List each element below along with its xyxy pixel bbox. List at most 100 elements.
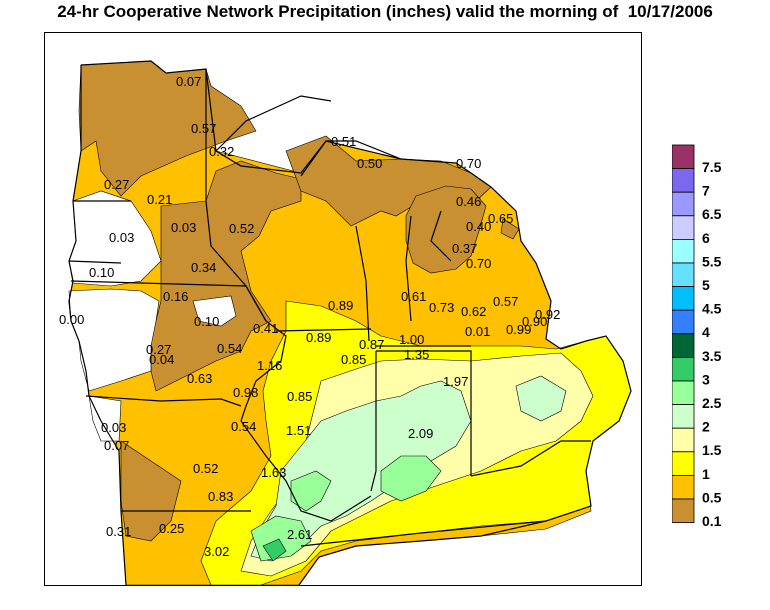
legend-swatch [672, 427, 695, 453]
legend-swatch [672, 498, 695, 524]
station-value: 3.02 [204, 544, 229, 559]
map-title: 24-hr Cooperative Network Precipitation … [57, 2, 713, 21]
station-value: 0.10 [194, 314, 219, 329]
station-value: 0.32 [209, 144, 234, 159]
station-value: 0.62 [461, 304, 486, 319]
legend-swatch [672, 144, 695, 170]
station-value: 0.10 [89, 265, 114, 280]
station-value: 0.61 [401, 289, 426, 304]
station-value: 0.65 [488, 211, 513, 226]
legend-swatch [672, 239, 695, 264]
border-sd-ne [68, 260, 122, 264]
legend-label: 7.5 [702, 159, 722, 175]
station-value: 0.16 [163, 289, 188, 304]
legend-swatch [672, 191, 695, 217]
legend-label: 4.5 [702, 301, 722, 317]
legend-label: 5.5 [702, 253, 722, 269]
station-value: 0.70 [456, 156, 481, 171]
legend-label: 5 [702, 277, 710, 293]
station-value: 0.89 [306, 330, 331, 345]
station-value: 0.57 [493, 294, 518, 309]
legend-label: 0.1 [702, 513, 722, 529]
region-2.0-2.5-east [515, 375, 567, 422]
station-value: 0.89 [328, 298, 353, 313]
station-value: 0.50 [357, 156, 382, 171]
legend-label: 6.5 [702, 206, 722, 222]
border-il-in [370, 351, 377, 492]
legend-swatch [672, 451, 695, 476]
station-values: 0.07 0.57 0.32 0.27 0.21 0.03 0.03 0.52 0.34 0.10… [59, 74, 560, 559]
border-ia-mo [85, 395, 242, 407]
station-value: 1.97 [443, 374, 468, 389]
region-dry-small [192, 295, 237, 327]
legend-label: 0.5 [702, 489, 722, 505]
station-value: 0.85 [287, 389, 312, 404]
station-value: 0.98 [233, 385, 258, 400]
station-value: 0.03 [171, 220, 196, 235]
border-lake-huron [430, 210, 452, 262]
border-mo-ky [240, 420, 372, 522]
border-lake-superior [215, 95, 332, 152]
region-3.0-3.5 [262, 538, 287, 562]
legend-swatch [672, 262, 695, 288]
station-value: 0.21 [147, 192, 172, 207]
station-value: 0.01 [465, 324, 490, 339]
station-value: 0.40 [466, 219, 491, 234]
station-value: 0.52 [229, 221, 254, 236]
region-2.5-3.0 [290, 470, 332, 512]
border-mn-ia [70, 280, 247, 287]
legend-swatch [672, 309, 695, 335]
legend-label: 2 [702, 419, 710, 435]
legend-swatch [672, 404, 695, 429]
legend-swatch [672, 168, 695, 193]
legend-label: 1 [702, 466, 710, 482]
station-value: 0.27 [104, 177, 129, 192]
station-value: 0.03 [109, 230, 134, 245]
station-value: 1.35 [404, 347, 429, 362]
legend-label: 3 [702, 371, 710, 387]
station-value: 0.25 [159, 521, 184, 536]
legend-label: 3.5 [702, 348, 722, 364]
station-value: 0.37 [452, 241, 477, 256]
station-value: 1.51 [286, 423, 311, 438]
station-value: 2.09 [408, 426, 433, 441]
station-value: 0.07 [176, 74, 201, 89]
legend-swatch [672, 286, 695, 311]
border-wi-il [275, 328, 372, 332]
legend-label: 2.5 [702, 395, 722, 411]
legend-label: 4 [702, 324, 710, 340]
station-value: 0.63 [187, 371, 212, 386]
station-value: 0.31 [106, 524, 131, 539]
legend-label: 1.5 [702, 442, 722, 458]
legend-swatch [672, 333, 695, 358]
station-value: 0.90 [522, 314, 547, 329]
precipitation-map: 0.07 0.57 0.32 0.27 0.21 0.03 0.03 0.52 0.34 0.10… [44, 32, 642, 586]
region-dry-kansas [88, 395, 122, 442]
precip-shading [68, 60, 632, 585]
region-0.1-0.5-ne [500, 218, 520, 240]
station-value: 0.99 [506, 322, 531, 337]
legend-swatch [672, 380, 695, 406]
station-value: 0.70 [466, 256, 491, 271]
region-0.1-0.5-mich [405, 185, 487, 274]
border-in-oh [376, 350, 472, 476]
station-value: 0.27 [146, 342, 171, 357]
border-oh-ky [470, 440, 591, 477]
map-canvas: 0.07 0.57 0.32 0.27 0.21 0.03 0.03 0.52 0.34 0.10… [59, 60, 632, 585]
station-value: 0.54 [231, 419, 256, 434]
station-value: 0.03 [101, 420, 126, 435]
station-value: 0.73 [429, 300, 454, 315]
border-ia-il [240, 285, 287, 422]
station-value: 0.51 [331, 134, 356, 149]
station-value: 0.54 [217, 341, 242, 356]
station-value: 0.07 [104, 438, 129, 453]
region-0.1-0.5-southwest [120, 440, 182, 542]
station-value: 0.00 [59, 312, 84, 327]
station-value: 0.85 [341, 352, 366, 367]
legend-swatch [672, 215, 695, 240]
station-value: 1.16 [257, 358, 282, 373]
legend-swatch [672, 356, 695, 382]
station-value: 0.92 [535, 307, 560, 322]
color-legend: 7.5 7 6.5 6 5.5 5 4.5 4 3.5 3 2.5 2 1.5 1 0.5 0.1 [672, 144, 770, 534]
legend-label: 6 [702, 230, 710, 246]
